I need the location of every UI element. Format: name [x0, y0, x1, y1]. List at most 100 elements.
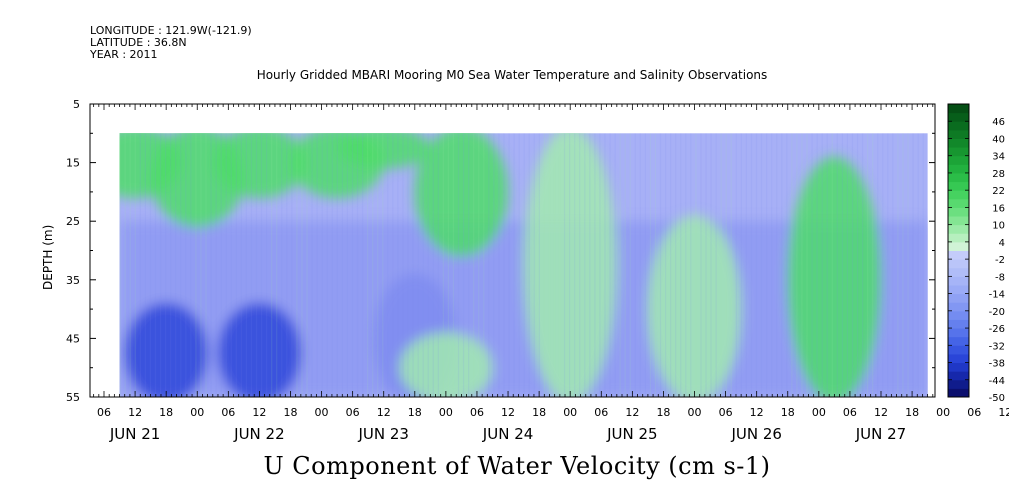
colorbar-segment [948, 362, 969, 372]
field-streak [766, 133, 768, 398]
colorbar-segment [948, 319, 969, 329]
field-patch [337, 133, 431, 169]
field-streak [538, 133, 540, 398]
field-streak [771, 133, 773, 398]
colorbar-segment [948, 216, 969, 226]
colorbar-segment [948, 328, 969, 338]
field-streak [235, 133, 237, 398]
y-tick-label: 5 [73, 98, 80, 111]
colorbar-segment [948, 147, 969, 157]
field-streak [220, 133, 222, 398]
y-tick-label: 25 [66, 215, 80, 228]
field-streak [851, 133, 854, 398]
field-streak [306, 133, 308, 398]
colorbar-label: -8 [995, 272, 1005, 283]
field-streak [286, 133, 288, 398]
field-streak [705, 133, 707, 398]
x-hour-tick-label: 06 [221, 406, 235, 419]
field-patch [399, 332, 493, 398]
field-streak [361, 133, 364, 398]
colorbar-label: -26 [989, 324, 1005, 335]
field-streak [240, 133, 242, 398]
field-streak [452, 133, 455, 398]
field-streak [836, 133, 838, 398]
field-streak [180, 133, 182, 398]
field-streak [255, 133, 258, 398]
field-streak [341, 133, 343, 398]
chart-subtitle: U Component of Water Velocity (cm s-1) [263, 452, 771, 480]
x-hour-tick-label: 12 [625, 406, 639, 419]
x-hour-tick-label: 18 [408, 406, 422, 419]
field-streak [468, 133, 470, 398]
field-streak [912, 133, 914, 398]
axes: 06 12 18 00 06 12 18 00 06 12 18 00 06 12 18 00 06 12 18 00… [66, 98, 1009, 443]
field-streak [442, 133, 444, 398]
field-streak [296, 133, 298, 398]
field-streak [543, 133, 545, 398]
field-streak [387, 133, 389, 398]
field-streak [119, 133, 121, 398]
y-tick-label: 45 [66, 332, 80, 345]
latitude-label: LATITUDE : 36.8N [90, 36, 187, 49]
field-patch [787, 156, 881, 398]
field-streak [594, 133, 596, 398]
field-streak [447, 133, 450, 398]
field-streak [558, 133, 561, 398]
y-tick-label: 15 [66, 157, 80, 170]
field-streak [806, 133, 808, 398]
colorbar-segment [948, 164, 969, 174]
x-day-label: JUN 21 [109, 425, 160, 443]
field-streak [846, 133, 849, 398]
colorbar-segment [948, 181, 969, 191]
field-streak [629, 133, 631, 398]
field-streak [695, 133, 697, 398]
colorbar-label: -38 [989, 359, 1005, 370]
field-streak [760, 133, 763, 398]
field-streak [225, 133, 227, 398]
field-streak [407, 133, 409, 398]
field-streak [493, 133, 495, 398]
field-streak [882, 133, 884, 398]
colorbar-label: -2 [995, 255, 1005, 266]
field-streak [311, 133, 313, 398]
field-streak [680, 133, 682, 398]
field-streak [301, 133, 303, 398]
field-streak [796, 133, 798, 398]
field-streak [659, 133, 662, 398]
colorbar-label: 46 [992, 117, 1005, 128]
field-streak [230, 133, 232, 398]
field-streak [897, 133, 899, 398]
field-streak [801, 133, 803, 398]
colorbar-segment [948, 388, 969, 398]
field-streak [488, 133, 490, 398]
x-hour-tick-label: 00 [812, 406, 826, 419]
field-streak [856, 133, 859, 398]
x-hour-tick-label: 06 [843, 406, 857, 419]
field-streak [584, 133, 586, 398]
field-streak [367, 133, 369, 398]
x-hour-tick-label: 06 [97, 406, 111, 419]
colorbar-label: 16 [992, 203, 1005, 214]
colorbar-label: -32 [989, 341, 1005, 352]
field-streak [336, 133, 338, 398]
colorbar-segment [948, 302, 969, 312]
colorbar-segment [948, 241, 969, 251]
field-streak [245, 133, 248, 398]
field-streak [291, 133, 293, 398]
field-streak [750, 133, 753, 398]
field-blobs [119, 133, 928, 398]
colorbar-label: 4 [999, 238, 1005, 249]
field-streak [513, 133, 515, 398]
field-streak [205, 133, 207, 398]
field-streak [831, 133, 833, 398]
x-day-label: JUN 24 [482, 425, 533, 443]
colorbar-segment [948, 284, 969, 295]
field-streak [634, 133, 636, 398]
x-day-label: JUN 25 [606, 425, 657, 443]
x-hour-tick-label: 06 [346, 406, 360, 419]
field-streak [210, 133, 212, 398]
x-hour-tick-label: 18 [283, 406, 297, 419]
x-hour-tick-label: 00 [563, 406, 577, 419]
colorbar-label: -14 [989, 290, 1005, 301]
